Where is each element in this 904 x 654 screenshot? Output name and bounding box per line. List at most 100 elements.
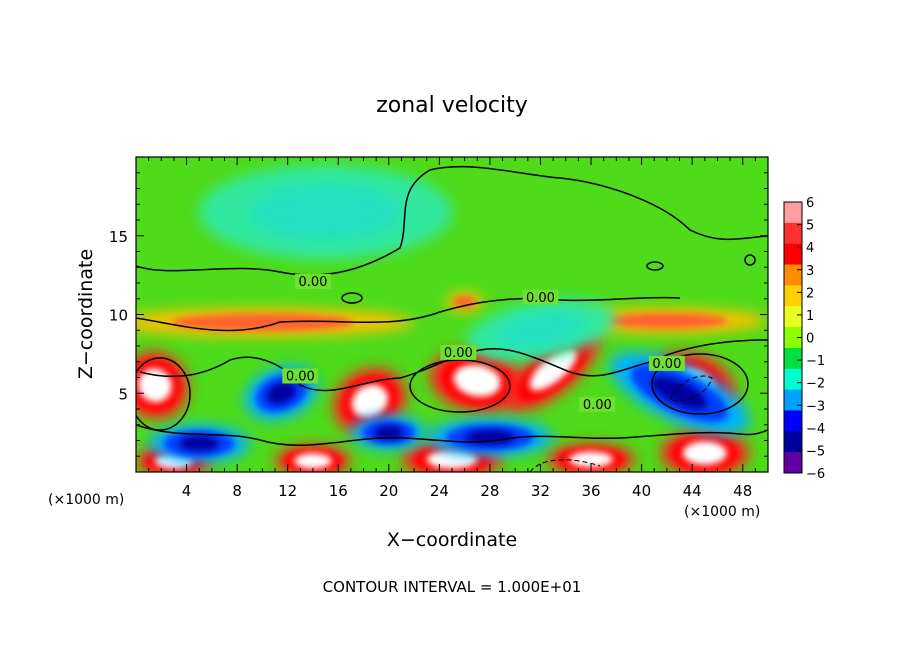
contour-label-bg [294,274,331,289]
colorbar: 6 5 4 3 2 1 0 −1 −2 −3 −4 −5 −6 [783,196,825,482]
colorbar-swatch [784,431,802,453]
colorbar-tick-label: 0 [806,332,814,347]
colorbar-swatch [784,202,802,224]
field-feature-positive [546,443,636,472]
contour-label-text: 0.00 [526,291,555,306]
contour-label: 0.00 [579,396,616,413]
dashed-contour-bottom [529,459,601,472]
feature-layer [529,348,577,391]
field-feature-weak_pos [565,308,768,334]
colorbar-tick-label: 3 [806,264,814,279]
x-axis-label: X−coordinate [387,529,517,551]
feature-layer [266,382,297,405]
feature-layer [138,368,172,403]
x-tick-label: 36 [581,482,600,500]
x-tick-label: 4 [182,482,192,500]
colorbar-swatch [784,452,802,474]
x-tick-label: 40 [632,482,651,500]
colorbar-tick-label: −1 [806,354,825,369]
contour-label-text: 0.00 [286,370,315,385]
field-feature-negative [609,352,750,435]
zero-contour-bottom [136,424,768,447]
contour-label-text: 0.00 [298,275,327,290]
contour-label-bg [648,355,685,371]
colorbar-swatch [784,368,802,391]
colorbar-swatch [784,347,802,370]
colorbar-swatch [784,327,802,349]
x-tick-label: 8 [232,482,242,500]
y-tick-label: 15 [109,228,128,246]
contour-label-layer: 0.00 0.00 0.00 0.00 0.00 0.00 [282,274,685,413]
feature-layer [495,311,586,349]
y-axis: 5 10 15 [109,172,768,457]
dashed-contour [669,375,713,402]
feature-layer [249,183,402,241]
field-features [136,164,768,472]
field-feature-weak_neg [465,299,616,362]
contour-label-text: 0.00 [652,357,681,372]
feature-layer [171,313,354,331]
zero-contour-mid [136,296,681,332]
contour-label-bg [579,396,616,412]
colorbar-swatch [784,222,802,245]
feature-layer [606,313,728,329]
contour-label-text: 0.00 [583,398,612,413]
colorbar-tick-label: 6 [806,196,814,211]
contour-label-bg [440,344,477,360]
colorbar-swatch [784,389,802,411]
colorbar-tick-label: 5 [806,219,814,234]
colorbar-tick-label: −4 [806,422,825,437]
contour-cell-center [409,359,511,413]
x-tick-label: 28 [480,482,499,500]
feature-layer [178,436,220,452]
x-tick-label: 20 [379,482,398,500]
x-axis: 4 8 12 16 20 24 28 32 36 40 44 48 [148,157,756,500]
contour-label-bg [522,289,559,305]
x-tick-label: 12 [278,482,297,500]
x-tick-label: 48 [733,482,752,500]
field-feature-negative [148,424,250,463]
contour-label: 0.00 [294,274,331,290]
colorbar-swatch [784,264,802,286]
colorbar-swatch [784,306,802,328]
field-feature-positive [275,445,351,472]
zero-contour-upper [136,165,768,276]
y-tick-label: 10 [109,307,128,325]
field-feature-weak_neg [199,164,452,260]
feature-layer [568,451,614,468]
chart-title: zonal velocity [376,93,528,118]
contour-label-bg [282,368,319,384]
contour-label: 0.00 [522,289,559,306]
x-tick-label: 44 [683,482,702,500]
y-tick-label: 5 [118,385,128,403]
colorbar-swatch [784,410,802,432]
colorbar-tick-label: −2 [806,377,825,392]
contour-label: 0.00 [648,355,685,372]
colorbar-tick-label: −5 [806,444,825,459]
contour-cell-small3 [744,254,756,266]
x-tick-label: 16 [329,482,348,500]
feature-layer [294,453,332,469]
y-axis-label: Z−coordinate [75,249,97,379]
feature-layer [373,425,404,440]
contour-cell-left [136,357,191,431]
contour-interval-footer: CONTOUR INTERVAL = 1.000E+01 [323,578,582,596]
colorbar-swatch [784,243,802,266]
heatmap-field [136,157,768,472]
feature-layer [651,376,708,410]
x-tick-label: 24 [430,482,449,500]
contour-cell-right [651,353,749,415]
feature-layer [453,364,502,397]
x-unit-left: (×1000 m) [48,492,124,508]
colorbar-swatch [784,285,802,307]
field-feature-positive [429,348,525,413]
field-feature-negative [350,415,427,450]
colorbar-tick-label: −6 [806,467,825,482]
contour-cell-small [341,292,363,304]
colorbar-tick-label: 2 [806,286,814,301]
colorbar-tick-label: 1 [806,309,814,324]
feature-layer [682,441,727,465]
contour-cell-small2 [646,261,664,271]
colorbar-tick-label: −3 [806,399,825,414]
